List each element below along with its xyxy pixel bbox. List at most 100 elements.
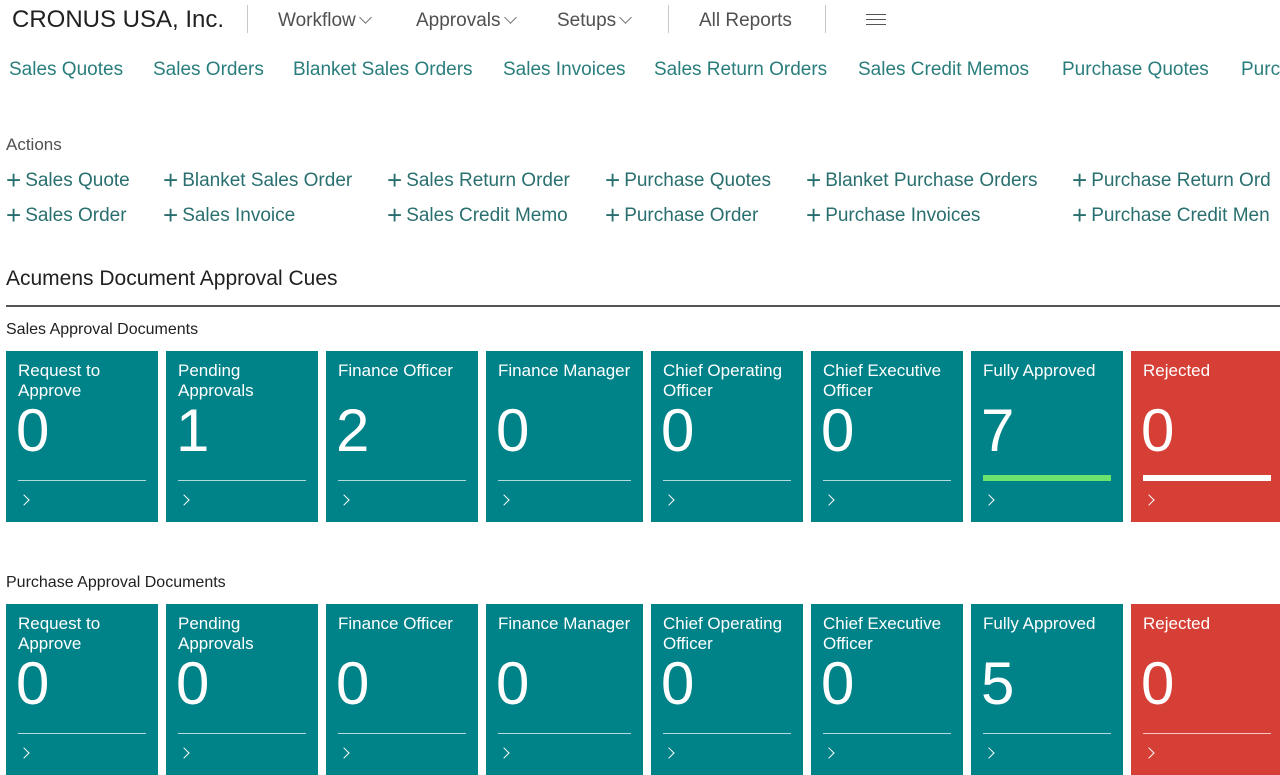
actions-label: Actions: [6, 135, 62, 154]
nav-link[interactable]: Sales Orders: [153, 59, 264, 80]
hamburger-icon[interactable]: [866, 14, 886, 29]
cue-tile[interactable]: Pending Approvals 1: [166, 351, 318, 522]
action-link[interactable]: + Purchase Quotes: [605, 164, 771, 193]
plus-icon: +: [6, 165, 22, 195]
plus-icon: +: [605, 200, 621, 230]
progress-bar: [983, 475, 1111, 481]
action-label: Blanket Purchase Orders: [825, 170, 1038, 191]
menu-label: Workflow: [278, 10, 356, 31]
action-link[interactable]: + Blanket Purchase Orders: [806, 164, 1038, 193]
action-link[interactable]: + Purchase Invoices: [806, 199, 980, 228]
all-reports-link[interactable]: All Reports: [699, 10, 792, 31]
cue-value: 5: [981, 650, 1015, 717]
menu-workflow[interactable]: Workflow: [278, 10, 372, 32]
cue-tile[interactable]: Request to Approve 0: [6, 351, 158, 522]
nav-link[interactable]: Purchase Quotes: [1062, 59, 1209, 80]
divider: [498, 733, 631, 734]
divider: [338, 733, 466, 734]
cue-tile[interactable]: Chief Operating Officer 0: [651, 604, 803, 775]
chevron-right-icon[interactable]: [1143, 747, 1155, 759]
cue-label: Chief Operating Officer: [663, 614, 783, 653]
plus-icon: +: [1072, 200, 1088, 230]
chevron-right-icon[interactable]: [983, 494, 995, 506]
chevron-right-icon[interactable]: [18, 747, 30, 759]
cue-label: Pending Approvals: [178, 361, 254, 400]
action-link[interactable]: + Purchase Order: [605, 199, 758, 230]
action-link[interactable]: + Sales Order: [6, 199, 127, 228]
chevron-right-icon[interactable]: [823, 494, 835, 506]
cue-tile[interactable]: Request to Approve 0: [6, 604, 158, 775]
cue-tile[interactable]: Rejected 0: [1131, 351, 1280, 522]
cue-tile[interactable]: Finance Officer 0: [326, 604, 478, 775]
cue-tile[interactable]: Fully Approved 5: [971, 604, 1123, 775]
cue-label: Finance Officer: [338, 614, 453, 633]
cue-tile[interactable]: Chief Operating Officer 0: [651, 351, 803, 522]
chevron-right-icon[interactable]: [823, 747, 835, 759]
action-label: Sales Return Order: [406, 170, 570, 191]
action-link[interactable]: + Blanket Sales Order: [163, 164, 353, 193]
nav-link[interactable]: Sales Invoices: [503, 59, 626, 80]
divider: [825, 5, 826, 33]
cue-tile[interactable]: Finance Officer 2: [326, 351, 478, 522]
cue-tile[interactable]: Pending Approvals 0: [166, 604, 318, 775]
chevron-right-icon[interactable]: [338, 494, 350, 506]
nav-link[interactable]: Blanket Sales Orders: [293, 59, 473, 80]
cue-label: Finance Officer: [338, 361, 453, 380]
action-label: Sales Invoice: [182, 205, 296, 226]
cue-value: 1: [176, 397, 210, 464]
nav-link[interactable]: Sales Credit Memos: [858, 59, 1030, 80]
cue-label: Chief Executive Officer: [823, 614, 942, 653]
nav-link[interactable]: Sales Quotes: [9, 59, 124, 80]
chevron-down-icon: [619, 11, 633, 24]
cue-value: 0: [16, 650, 50, 717]
cue-tile[interactable]: Finance Manager 0: [486, 351, 643, 522]
action-label: Sales Order: [25, 205, 127, 226]
company-name[interactable]: CRONUS USA, Inc.: [12, 6, 225, 33]
group-title: Purchase Approval Documents: [6, 574, 226, 591]
cue-value: 7: [981, 397, 1015, 464]
chevron-right-icon[interactable]: [178, 494, 190, 506]
action-link[interactable]: + Sales Quote: [6, 164, 130, 195]
action-link[interactable]: + Purchase Return Ord: [1072, 164, 1271, 193]
nav-link[interactable]: Purc: [1241, 59, 1280, 80]
cue-value: 0: [661, 650, 695, 717]
cue-value: 2: [336, 397, 370, 464]
cue-tile[interactable]: Fully Approved 7: [971, 351, 1123, 522]
cue-tile[interactable]: Chief Executive Officer 0: [811, 351, 963, 522]
section-divider: [6, 305, 1280, 307]
chevron-right-icon[interactable]: [1143, 494, 1155, 506]
chevron-right-icon[interactable]: [663, 747, 675, 759]
plus-icon: +: [387, 200, 403, 230]
chevron-right-icon[interactable]: [983, 747, 995, 759]
cue-tile[interactable]: Finance Manager 0: [486, 604, 643, 775]
action-link[interactable]: + Sales Invoice: [163, 199, 296, 230]
chevron-right-icon[interactable]: [663, 494, 675, 506]
chevron-right-icon[interactable]: [338, 747, 350, 759]
chevron-right-icon[interactable]: [498, 747, 510, 759]
nav-link[interactable]: Sales Return Orders: [654, 59, 828, 80]
cue-label: Chief Operating Officer: [663, 361, 783, 400]
plus-icon: +: [163, 200, 179, 230]
menu-approvals[interactable]: Approvals: [416, 10, 517, 32]
cue-value: 0: [336, 650, 370, 717]
chevron-right-icon[interactable]: [498, 494, 510, 506]
cue-label: Request to Approve: [18, 614, 101, 653]
action-link[interactable]: + Sales Credit Memo: [387, 199, 568, 230]
chevron-right-icon[interactable]: [18, 494, 30, 506]
cue-label: Pending Approvals: [178, 614, 254, 653]
menu-setups[interactable]: Setups: [557, 10, 633, 32]
cue-label: Rejected: [1143, 361, 1211, 380]
chevron-right-icon[interactable]: [178, 747, 190, 759]
cue-value: 0: [16, 397, 50, 464]
chevron-down-icon: [358, 11, 372, 24]
divider: [18, 480, 146, 481]
action-label: Blanket Sales Order: [182, 170, 353, 191]
cue-tile[interactable]: Rejected 0: [1131, 604, 1280, 775]
action-link[interactable]: + Purchase Credit Men: [1072, 199, 1270, 230]
plus-icon: +: [387, 165, 403, 195]
progress-bar: [1143, 475, 1271, 481]
cue-tile[interactable]: Chief Executive Officer 0: [811, 604, 963, 775]
cue-label: Finance Manager: [498, 361, 631, 380]
action-link[interactable]: + Sales Return Order: [387, 164, 570, 195]
divider: [178, 733, 306, 734]
